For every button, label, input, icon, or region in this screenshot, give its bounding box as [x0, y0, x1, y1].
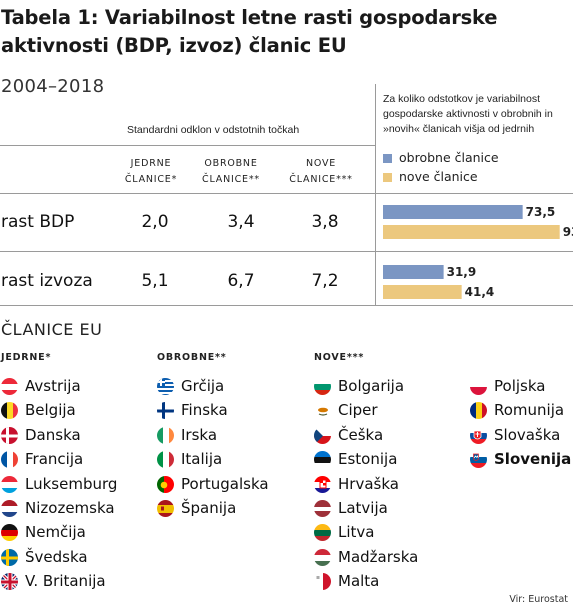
- country-name: Estonija: [338, 450, 398, 469]
- bar-peripheral-gdp: [383, 205, 523, 219]
- country-name: Romunija: [494, 401, 565, 420]
- flag-icon: [1, 548, 18, 566]
- country-name: Finska: [181, 401, 228, 420]
- legend-swatch-new: [383, 173, 392, 182]
- flag-icon: [157, 402, 174, 420]
- column-header-core: JEDRNE ČLANICE*: [124, 158, 178, 185]
- flag-icon: [314, 426, 331, 444]
- flag-icon: [470, 378, 487, 395]
- flag-icon: [1, 402, 18, 420]
- country-name: Litva: [338, 523, 375, 542]
- country-name: Poljska: [494, 377, 546, 395]
- country-name: Grčija: [181, 377, 225, 395]
- source-note: Vir: Eurostat: [509, 594, 568, 605]
- country-name: Nizozemska: [25, 499, 115, 517]
- bar-peripheral-export: [383, 265, 444, 279]
- bar-new-gdp: [383, 225, 560, 239]
- flag-icon: [314, 402, 331, 420]
- table-divider-middle: [0, 251, 573, 252]
- cell-export-new: 7,2: [311, 271, 339, 291]
- country-name: Madžarska: [338, 547, 419, 566]
- country-name: Italija: [181, 450, 223, 469]
- cell-gdp-new: 3,8: [311, 212, 339, 232]
- row-label-export: rast izvoza: [1, 271, 93, 291]
- country-name: Španija: [181, 499, 237, 517]
- country-name: Latvija: [338, 499, 388, 517]
- variability-chart-header: Za koliko odstotkov je variabilnost gosp…: [383, 93, 553, 135]
- group-label-core: JEDRNE*: [1, 352, 52, 363]
- bar-value-label: 31,9: [447, 265, 477, 279]
- flag-icon: [157, 426, 174, 444]
- group-label-new: NOVE***: [314, 352, 365, 363]
- flag-icon: [470, 402, 487, 420]
- flag-icon: [314, 524, 331, 542]
- country-name: Švedska: [25, 547, 88, 566]
- flag-icon: [1, 378, 18, 395]
- country-name: Hrvaška: [338, 474, 399, 493]
- country-name: Nemčija: [25, 523, 86, 542]
- header-divider: [0, 145, 375, 146]
- flag-icon: [1, 500, 18, 517]
- flag-icon: [1, 573, 18, 591]
- std-deviation-label: Standardni odklon v odstotnih točkah: [127, 124, 300, 136]
- members-title: ČLANICE EU: [1, 320, 103, 339]
- flag-icon: [157, 475, 174, 493]
- legend-label-peripheral: obrobne članice: [399, 150, 499, 165]
- group-label-peripheral: OBROBNE**: [157, 352, 227, 363]
- flag-icon: [1, 475, 18, 493]
- flag-icon: [470, 426, 487, 444]
- country-name: Irska: [181, 425, 218, 444]
- table-divider-bottom: [0, 305, 573, 306]
- country-name: Avstrija: [25, 377, 81, 395]
- country-name: Bolgarija: [338, 377, 405, 395]
- country-name: Malta: [338, 572, 380, 591]
- cell-export-peripheral: 6,7: [227, 271, 255, 291]
- flag-icon: [157, 500, 174, 517]
- legend-label-new: nove članice: [399, 169, 478, 184]
- chart-title: Tabela 1: Variabilnost letne rasti gospo…: [1, 6, 498, 57]
- flag-icon: [314, 548, 331, 566]
- country-name: V. Britanija: [25, 572, 106, 591]
- flag-icon: [1, 451, 18, 469]
- country-name: Ciper: [338, 401, 378, 420]
- flag-icon: [1, 426, 18, 444]
- flag-icon: [314, 573, 331, 591]
- flag-icon: [314, 451, 331, 469]
- country-name: Belgija: [25, 401, 76, 420]
- flag-icon: [1, 524, 18, 542]
- chart-subtitle: 2004–2018: [1, 76, 105, 97]
- flag-icon: [314, 378, 331, 395]
- flag-icon: [157, 378, 174, 395]
- bar-value-label: 73,5: [526, 205, 556, 219]
- flag-icon: [157, 451, 174, 469]
- country-name: Slovenija: [494, 450, 572, 469]
- flag-icon: [470, 451, 487, 469]
- column-header-new: NOVE ČLANICE***: [289, 158, 353, 185]
- cell-export-core: 5,1: [141, 271, 169, 291]
- country-name: Danska: [25, 425, 81, 444]
- table-divider-top: [0, 193, 573, 194]
- flag-icon: [314, 500, 331, 517]
- bar-value-label: 41,4: [465, 285, 495, 299]
- bar-value-label: 93,0: [563, 225, 573, 239]
- country-name: Francija: [25, 450, 84, 469]
- bar-new-export: [383, 285, 462, 299]
- country-name: Portugalska: [181, 474, 269, 493]
- cell-gdp-peripheral: 3,4: [227, 212, 255, 232]
- country-name: Luksemburg: [25, 474, 118, 493]
- column-header-peripheral: OBROBNE ČLANICE**: [202, 158, 260, 185]
- flag-icon: [314, 475, 331, 493]
- country-name: Češka: [338, 425, 384, 444]
- cell-gdp-core: 2,0: [141, 212, 169, 232]
- country-name: Slovaška: [494, 425, 561, 444]
- legend-swatch-peripheral: [383, 154, 392, 163]
- row-label-gdp: rast BDP: [1, 212, 75, 232]
- column-separator: [375, 84, 376, 305]
